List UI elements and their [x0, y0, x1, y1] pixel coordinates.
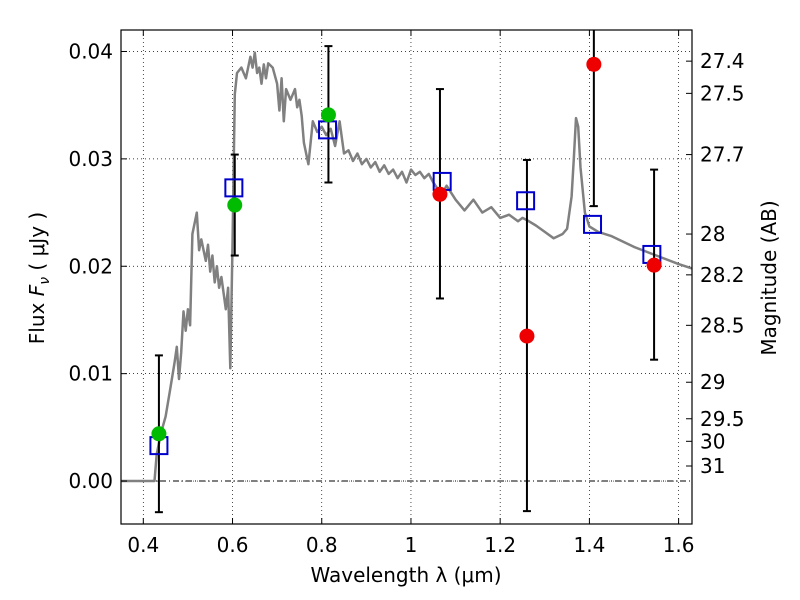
observed-point-3	[320, 107, 336, 123]
y2-tick-label-6: 29	[700, 370, 725, 394]
y2-tick-label-9: 31	[700, 454, 725, 478]
observed-point-5	[519, 328, 535, 344]
y2-tick-label-1: 27.5	[700, 81, 745, 105]
model-spectrum-line	[121, 51, 693, 483]
x-tick-label-0: 0.4	[127, 533, 159, 557]
plot-frame	[120, 29, 693, 525]
y2-tick-label-3: 28	[700, 222, 725, 246]
model-band-marker-2	[224, 178, 244, 198]
observed-point-4	[432, 186, 448, 202]
y2-tick-label-5: 28.5	[700, 313, 745, 337]
error-bars	[154, 30, 659, 514]
y-tick-label-2: 0.02	[68, 254, 113, 278]
grid	[121, 30, 692, 524]
y2-axis-label: Magnitude (AB)	[757, 200, 781, 355]
y-axis-label-var: F	[25, 284, 49, 296]
x-tick-label-5: 1.4	[573, 533, 605, 557]
x-axis-ticks: 0.4 0.6 0.8 1 1.2 1.4 1.6	[127, 30, 695, 557]
y-tick-label-3: 0.03	[68, 147, 113, 171]
y-tick-label-1: 0.01	[68, 362, 113, 386]
x-tick-label-1: 0.6	[217, 533, 249, 557]
observed-point-6	[586, 56, 602, 72]
y2-tick-label-0: 27.4	[700, 49, 745, 73]
y2-tick-label-4: 28.2	[700, 263, 745, 287]
y-tick-label-4: 0.04	[68, 39, 113, 63]
x-tick-label-4: 1.2	[484, 533, 516, 557]
observed-points	[151, 56, 662, 442]
y-axis-ticks: 0.00 0.01 0.02 0.03 0.04	[68, 39, 127, 493]
x-tick-label-2: 0.8	[306, 533, 338, 557]
y-axis-label: Flux Fν ( μJy )	[25, 212, 53, 344]
x-axis-label: Wavelength λ (μm)	[310, 563, 501, 587]
y2-tick-label-2: 27.7	[700, 143, 745, 167]
y2-tick-label-8: 30	[700, 429, 725, 453]
x-tick-label-3: 1	[405, 533, 418, 557]
model-band-marker-5	[516, 191, 536, 211]
observed-point-1	[151, 426, 167, 442]
y-axis-label-post: ( μJy )	[25, 212, 49, 277]
x-tick-label-6: 1.6	[663, 533, 695, 557]
observed-point-2	[227, 197, 243, 213]
y2-tick-label-7: 29.5	[700, 407, 745, 431]
y-axis-label-pre: Flux	[25, 296, 49, 344]
observed-point-7	[646, 257, 662, 273]
y-tick-label-0: 0.00	[68, 469, 113, 493]
y-axis-label-sub: ν	[37, 277, 53, 285]
model-band-marker-6	[583, 214, 603, 234]
